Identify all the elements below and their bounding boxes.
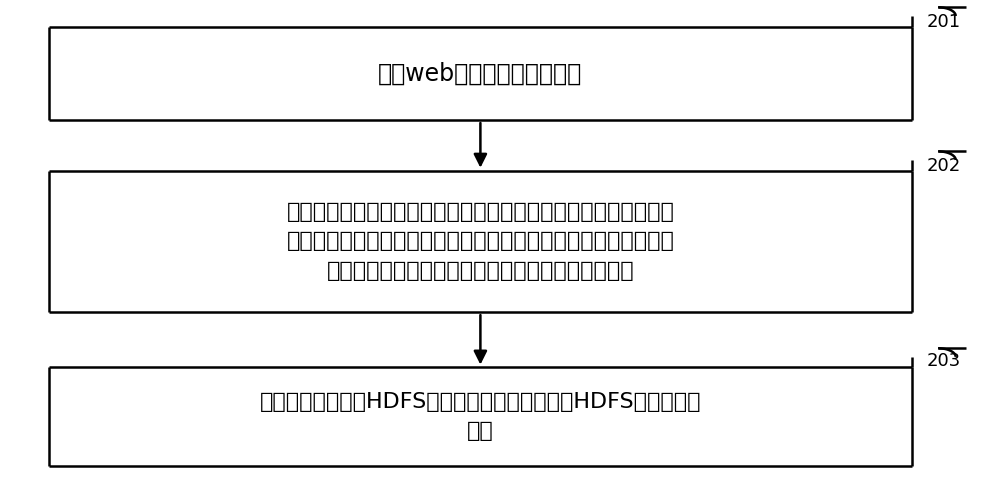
Text: 基于所述文件处理请求，向文件中心微服务模块发送文件查询请求
，获得查询结果，所述查询结果是文件中心微服务模块基于文件查
询请求，查询文件中心数据库的文件索引记录: 基于所述文件处理请求，向文件中心微服务模块发送文件查询请求 ，获得查询结果，所述…: [286, 202, 674, 281]
Text: 基于查询结果，向HDFS发送文件处理命令，获得HDFS反馈的处理
结果: 基于查询结果，向HDFS发送文件处理命令，获得HDFS反馈的处理 结果: [260, 392, 701, 441]
Bar: [49, 368, 912, 466]
Text: 接收web前端的文件处理请求: 接收web前端的文件处理请求: [378, 61, 583, 85]
Bar: [49, 26, 912, 120]
Bar: [49, 171, 912, 312]
Text: 203: 203: [926, 352, 961, 370]
Text: 202: 202: [926, 157, 961, 175]
Text: 201: 201: [926, 13, 960, 31]
